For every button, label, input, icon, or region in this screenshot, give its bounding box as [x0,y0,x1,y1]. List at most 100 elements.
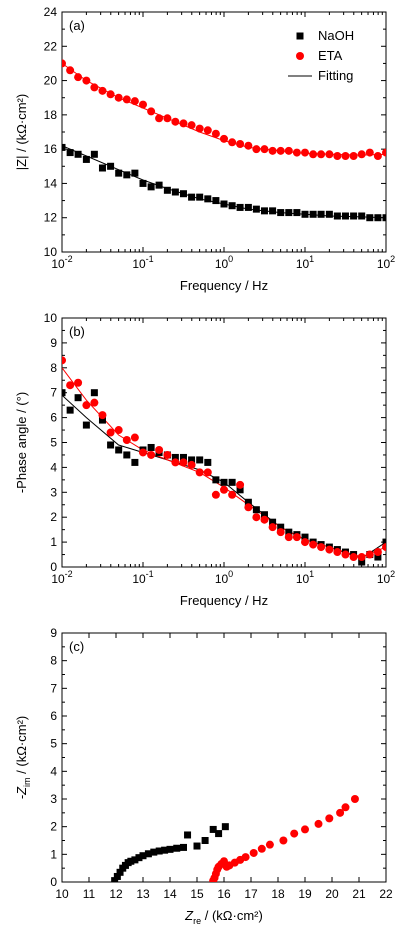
data-point [325,150,334,159]
data-point [228,202,236,210]
data-point [252,205,260,213]
data-point [130,433,139,442]
data-point [139,852,147,860]
y-axis-label-subscript: im [22,777,32,787]
data-point [74,150,82,158]
plot-area [62,356,386,566]
x-tick-label: 10 [55,887,69,901]
data-point [62,389,66,397]
panel-label: (a) [69,18,85,33]
x-tick-label-base: 10 [296,572,310,586]
x-tick-label-base: 10 [296,257,310,271]
data-point [131,458,139,466]
y-tick-label: 5 [50,436,57,450]
data-point [236,203,244,211]
data-point [374,553,382,561]
y-tick-label: 1 [50,535,57,549]
x-tick-label-exponent: 1 [309,254,314,264]
data-point [195,124,204,133]
y-tick-label: 8 [50,361,57,375]
x-tick-label-exponent: 2 [390,254,395,264]
y-tick-label: 8 [50,654,57,668]
x-tick-label: 100 [215,569,233,586]
data-point [260,511,268,519]
data-point [333,548,342,557]
x-tick-label-base: 10 [377,257,391,271]
data-point [220,134,228,143]
data-point [341,152,350,160]
y-tick-label: 6 [50,411,57,425]
data-point [365,550,374,559]
data-point [147,443,155,451]
data-point [277,523,285,531]
data-point [358,558,366,566]
data-point [260,145,269,154]
x-tick-label: 10-2 [51,569,72,586]
data-point [317,210,325,218]
data-point [292,533,301,542]
data-point [139,100,147,109]
y-tick-label: 20 [44,74,58,88]
data-point [211,490,220,499]
x-tick-label: 18 [271,887,285,901]
x-tick-label: 21 [352,887,366,901]
data-point [382,214,386,222]
data-point [74,73,83,82]
x-tick-label-exponent: 0 [228,254,233,264]
plot-area [111,795,359,882]
x-tick-label: 100 [215,254,233,271]
data-point [228,138,237,147]
data-point [382,543,386,552]
data-point [147,107,156,116]
data-point [284,146,293,155]
data-point [195,468,204,477]
data-point [82,155,90,163]
data-point [155,181,163,189]
data-point [179,190,187,198]
x-tick-label: 11 [83,887,96,901]
x-tick-label: 101 [296,569,314,586]
x-tick-label: 22 [379,887,393,901]
data-point [131,856,139,864]
data-point [66,381,75,390]
y-axis-label-unit: / (kΩ·cm²) [14,716,29,778]
data-point [228,490,237,499]
data-point [228,478,236,486]
data-point [373,152,382,160]
data-point [260,207,268,215]
data-point [135,854,143,862]
data-point [123,451,131,459]
data-point [66,149,74,157]
data-point [236,486,244,494]
series-naoh [111,823,229,882]
legend-marker [296,52,304,60]
data-point [163,114,172,123]
panel-2: 10 11 12 13 14 15 16 17 18 19 20 21 220123456789(c)Z… [14,626,393,926]
data-point [62,59,66,68]
x-tick-label-exponent: -2 [65,569,73,579]
data-point [82,421,90,429]
data-point [193,842,201,850]
series-eta [209,795,359,882]
data-point [204,195,212,203]
data-point [180,843,187,851]
data-point [171,453,179,461]
data-point [252,513,261,522]
series-naoh [62,143,386,222]
y-tick-label: 2 [50,820,57,834]
data-point [252,145,261,154]
data-point [277,209,285,217]
data-point [98,411,107,420]
y-tick-label: 2 [50,510,57,524]
data-point [350,795,359,803]
data-point [90,83,99,92]
data-point [155,114,164,123]
x-tick-label-base: 10 [215,572,229,586]
panel-label: (c) [69,639,84,654]
data-point [196,456,204,464]
plot-area [62,59,386,222]
y-tick-label: 4 [50,460,57,474]
data-point [171,188,179,196]
data-point [116,868,124,876]
data-point [333,152,342,160]
